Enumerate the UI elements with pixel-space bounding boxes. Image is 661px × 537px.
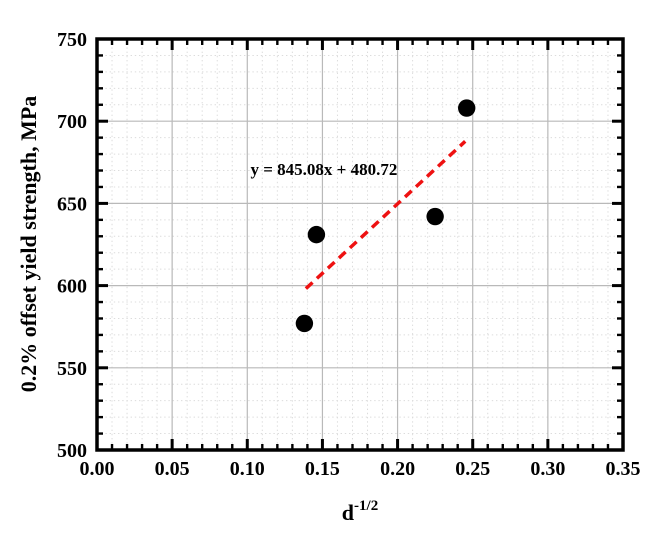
data-point bbox=[295, 314, 314, 333]
trendline bbox=[304, 140, 467, 290]
x-tick-label: 0.35 bbox=[606, 458, 641, 480]
x-tick-label: 0.15 bbox=[305, 458, 340, 480]
data-point bbox=[307, 225, 326, 244]
major-gridlines bbox=[97, 39, 623, 450]
x-axis-title: d-1/2 bbox=[342, 498, 378, 525]
x-tick-label: 0.30 bbox=[530, 458, 565, 480]
y-tick-label: 500 bbox=[57, 440, 87, 462]
x-tick-label: 0.20 bbox=[380, 458, 415, 480]
y-tick-label: 700 bbox=[57, 111, 87, 133]
minor-gridlines bbox=[97, 39, 623, 450]
x-axis-title-base: d bbox=[342, 500, 354, 525]
data-point bbox=[426, 207, 444, 226]
x-tick-label: 0.10 bbox=[230, 458, 265, 480]
axis-ticks bbox=[95, 37, 625, 452]
x-tick-label: 0.25 bbox=[455, 458, 490, 480]
y-tick-label: 600 bbox=[57, 276, 87, 298]
y-axis-title: 0.2% offset yield strength, MPa bbox=[16, 96, 41, 393]
tick-labels: 0.00 0.05 0.10 0.15 0.20 0.25 0.30 0.35 500 550 60… bbox=[57, 29, 641, 480]
x-axis-title-superscript: -1/2 bbox=[354, 498, 378, 514]
y-tick-label: 650 bbox=[57, 193, 87, 215]
data-point bbox=[458, 99, 476, 117]
y-tick-label: 550 bbox=[57, 358, 87, 380]
x-tick-label: 0.00 bbox=[80, 458, 115, 480]
plot-frame bbox=[95, 37, 625, 452]
x-tick-label: 0.05 bbox=[155, 458, 190, 480]
trendline-equation-label: y = 845.08x + 480.72 bbox=[250, 160, 397, 179]
plot-border bbox=[95, 37, 625, 452]
data-series bbox=[295, 99, 476, 333]
y-tick-label: 750 bbox=[57, 29, 87, 51]
